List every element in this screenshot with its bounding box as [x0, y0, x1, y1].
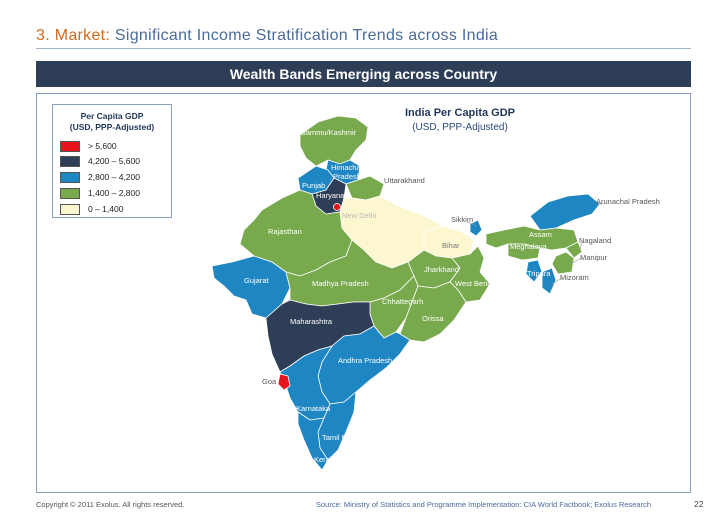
- state-mizoram: [541, 267, 557, 295]
- label-jammu-kashmir: Jammu/Kashmir: [302, 128, 357, 137]
- map-title-main: India Per Capita GDP: [404, 107, 516, 119]
- title-rule: [36, 48, 691, 49]
- slide-title: 3. Market: Significant Income Stratifica…: [36, 27, 498, 45]
- label-tamil-nadu: Tamil Nadu: [322, 433, 360, 442]
- label-mizoram: Mizoram: [560, 273, 589, 282]
- label-haryana: Haryana: [316, 191, 345, 200]
- state-goa: [277, 373, 291, 391]
- legend-swatch: [60, 204, 80, 215]
- label-sikkim: Sikkim: [451, 215, 473, 224]
- legend: Per Capita GDP (USD, PPP-Adjusted) > 5,6…: [52, 104, 172, 218]
- state-tripura: [525, 259, 543, 283]
- legend-title-line2: (USD, PPP-Adjusted): [69, 122, 155, 132]
- label-bihar: Bihar: [442, 241, 460, 250]
- label-gujarat: Gujarat: [244, 276, 270, 285]
- leader-sikkim: [467, 221, 477, 227]
- legend-title-line1: Per Capita GDP: [80, 111, 144, 121]
- label-nagaland: Nagaland: [579, 236, 611, 245]
- leader-mizoram: [551, 277, 563, 285]
- legend-label: 4,200 – 5,600: [88, 156, 140, 166]
- label-chhattisgarh: Chhattegarh: [382, 297, 423, 306]
- label-west-bengal: West Bengal: [455, 279, 498, 288]
- source-note: Source: Ministry of Statistics and Progr…: [316, 500, 651, 509]
- state-nagaland: [565, 241, 583, 259]
- label-himachal-1: Himachal: [331, 163, 363, 172]
- label-arunachal: Arunachal Pradesh: [596, 197, 660, 206]
- legend-label: 1,400 – 2,800: [88, 188, 140, 198]
- legend-swatch: [60, 172, 80, 183]
- state-arunachal: [529, 193, 601, 231]
- legend-swatch: [60, 188, 80, 199]
- leader-manipur: [569, 257, 583, 265]
- label-rajasthan: Rajasthan: [268, 227, 302, 236]
- legend-swatch: [60, 141, 80, 152]
- label-uttarakhand: Uttarakhand: [384, 176, 425, 185]
- label-himachal-2: Pradesh: [333, 172, 361, 181]
- label-madhya-pradesh: Madhya Pradesh: [312, 279, 369, 288]
- legend-label: 2,800 – 4,200: [88, 172, 140, 182]
- label-tripura: Tripura: [527, 269, 551, 278]
- label-orissa: Orissa: [422, 314, 444, 323]
- state-west-bengal: [449, 245, 491, 303]
- label-manipur: Manipur: [580, 253, 608, 262]
- legend-swatch: [60, 156, 80, 167]
- label-kerala: Kerala: [314, 455, 337, 464]
- map-title-sub: (USD, PPP-Adjusted): [412, 122, 508, 133]
- label-maharashtra: Maharashtra: [290, 317, 333, 326]
- state-sikkim: [469, 219, 483, 237]
- label-karnataka: Karnataka: [296, 404, 331, 413]
- label-new-delhi: New Delhi: [342, 211, 377, 220]
- label-assam: Assam: [529, 230, 552, 239]
- label-meghalaya: Meghalaya: [510, 242, 548, 251]
- label-goa: Goa: [262, 377, 277, 386]
- legend-label: 0 – 1,400: [88, 204, 124, 214]
- section-number: 3. Market:: [36, 27, 111, 44]
- legend-title: Per Capita GDP (USD, PPP-Adjusted): [53, 111, 171, 133]
- map-title: India Per Capita GDP (USD, PPP-Adjusted): [360, 107, 560, 133]
- leader-nagaland: [579, 240, 583, 251]
- label-jharkhand: Jharkhand: [424, 265, 459, 274]
- state-karnataka: [279, 345, 333, 421]
- label-punjab: Punjab: [302, 181, 325, 190]
- content-frame: [36, 93, 691, 493]
- page-number: 22: [694, 499, 704, 509]
- state-kerala: [297, 411, 329, 471]
- label-andhra-pradesh: Andhra Pradesh: [338, 356, 392, 365]
- copyright: Copyright © 2011 Exolus. All rights rese…: [36, 500, 185, 509]
- state-jammu-kashmir: [299, 115, 369, 167]
- title-text: Significant Income Stratification Trends…: [114, 27, 499, 44]
- state-delhi: [333, 203, 341, 211]
- legend-label: > 5,600: [88, 141, 117, 151]
- state-meghalaya: [507, 243, 541, 261]
- state-manipur: [551, 251, 575, 275]
- banner: Wealth Bands Emerging across Country: [36, 61, 691, 87]
